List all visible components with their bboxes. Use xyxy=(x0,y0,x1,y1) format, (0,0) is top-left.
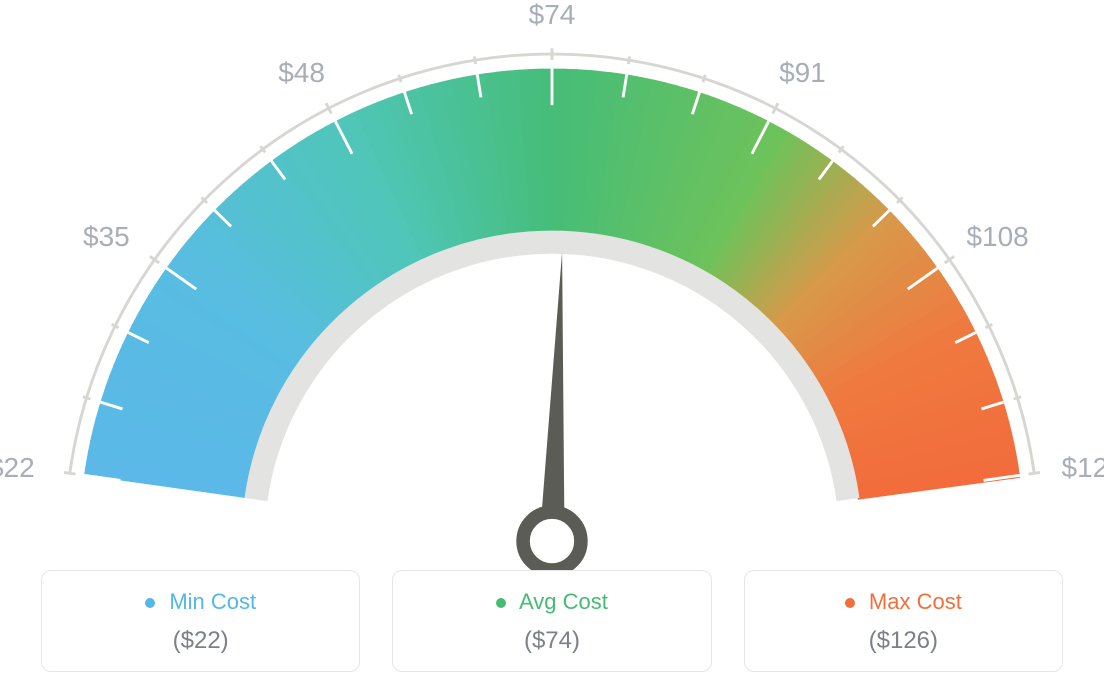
legend-avg-dot xyxy=(496,598,506,608)
legend-min-card: Min Cost ($22) xyxy=(41,570,360,672)
legend-avg-card: Avg Cost ($74) xyxy=(392,570,711,672)
cost-legend: Min Cost ($22) Avg Cost ($74) Max Cost (… xyxy=(41,570,1063,672)
gauge-tick-label: $74 xyxy=(529,0,576,31)
legend-min-label: Min Cost xyxy=(62,589,339,615)
legend-min-value: ($22) xyxy=(62,627,339,655)
gauge-tick-label: $126 xyxy=(1062,452,1104,484)
legend-max-label: Max Cost xyxy=(765,589,1042,615)
cost-gauge: $22$35$48$74$91$108$126 xyxy=(40,30,1064,570)
legend-max-dot xyxy=(845,598,855,608)
legend-max-value: ($126) xyxy=(765,627,1042,655)
gauge-tick-label: $91 xyxy=(779,57,826,89)
legend-avg-label-text: Avg Cost xyxy=(519,589,608,614)
gauge-svg xyxy=(40,30,1064,570)
gauge-tick-label: $35 xyxy=(83,221,130,253)
legend-max-label-text: Max Cost xyxy=(869,589,962,614)
legend-min-label-text: Min Cost xyxy=(169,589,256,614)
legend-avg-label: Avg Cost xyxy=(413,589,690,615)
legend-avg-value: ($74) xyxy=(413,627,690,655)
legend-min-dot xyxy=(145,598,155,608)
legend-max-card: Max Cost ($126) xyxy=(744,570,1063,672)
gauge-tick-label: $48 xyxy=(278,57,325,89)
gauge-tick-label: $22 xyxy=(0,452,35,484)
gauge-tick-label: $108 xyxy=(966,221,1028,253)
